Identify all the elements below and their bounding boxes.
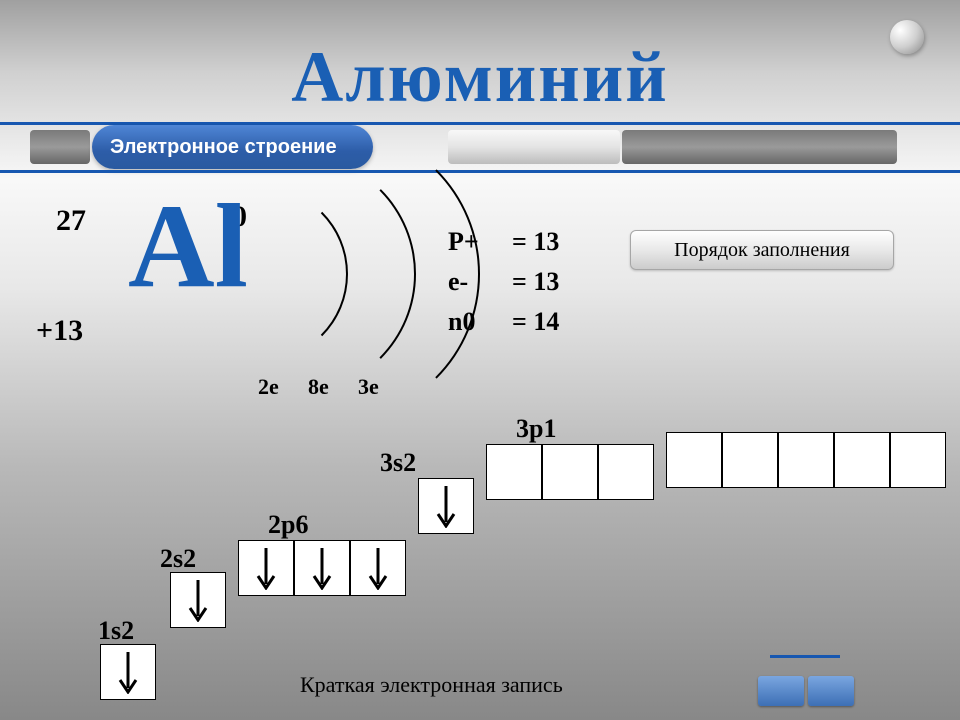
orbital-box bbox=[486, 444, 542, 500]
orbital-box bbox=[100, 644, 156, 700]
orbital-diagram: 1s2 2s2 2p6 3s2 3p1 bbox=[0, 0, 960, 720]
orbital-box bbox=[890, 432, 946, 488]
nav-prev-button[interactable] bbox=[758, 676, 804, 706]
orbital-box bbox=[418, 478, 474, 534]
shell-label-1: 2е bbox=[258, 374, 279, 400]
shell-label-2: 8е bbox=[308, 374, 329, 400]
nav-buttons bbox=[758, 676, 854, 706]
orbital-box bbox=[170, 572, 226, 628]
electron-arrow-icon bbox=[171, 573, 225, 627]
electron-arrow-icon bbox=[351, 541, 405, 595]
orbital-label-2p6: 2p6 bbox=[268, 510, 308, 540]
nav-next-button[interactable] bbox=[808, 676, 854, 706]
footer-caption: Краткая электронная запись bbox=[300, 672, 563, 698]
orbital-box bbox=[778, 432, 834, 488]
orbital-box bbox=[542, 444, 598, 500]
orbital-box bbox=[834, 432, 890, 488]
orbital-label-3p1: 3p1 bbox=[516, 414, 556, 444]
orbital-box bbox=[666, 432, 722, 488]
orbital-label-1s2: 1s2 bbox=[98, 616, 134, 646]
electron-arrow-icon bbox=[101, 645, 155, 699]
electron-arrow-icon bbox=[419, 479, 473, 533]
orbital-box bbox=[238, 540, 294, 596]
orbital-label-3s2: 3s2 bbox=[380, 448, 416, 478]
orbital-box bbox=[722, 432, 778, 488]
electron-arrow-icon bbox=[295, 541, 349, 595]
footer-underline bbox=[770, 655, 840, 658]
orbital-box bbox=[294, 540, 350, 596]
orbital-box bbox=[350, 540, 406, 596]
shell-label-3: 3е bbox=[358, 374, 379, 400]
orbital-label-2s2: 2s2 bbox=[160, 544, 196, 574]
orbital-box bbox=[598, 444, 654, 500]
electron-arrow-icon bbox=[239, 541, 293, 595]
